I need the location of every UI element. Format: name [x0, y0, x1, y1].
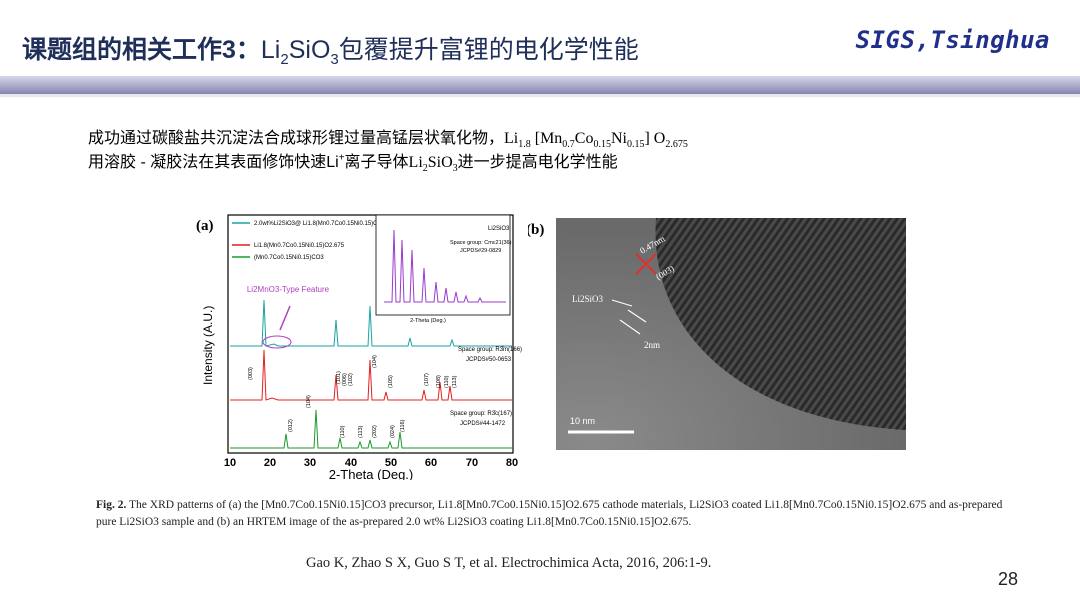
x-tick-label: 30: [304, 457, 316, 469]
peak-label: (104): [306, 395, 312, 408]
series-precursor-line: [230, 409, 512, 449]
peak-label: (104): [372, 355, 378, 368]
body-line-1: 成功通过碳酸盐共沉淀法合成球形锂过量高锰层状氧化物，Li1.8 [Mn0.7Co…: [88, 124, 688, 150]
inset-legend: Li2SiO3: [488, 226, 510, 232]
peak-label: (202): [372, 425, 378, 438]
legend: 2.0wt%Li2SiO3@ Li1.8(Mn0.7Co0.15Ni0.15)O…: [232, 221, 393, 261]
title-suffix: 包覆提升富锂的电化学性能: [338, 36, 639, 64]
body-line-2-text-b: 离子导体: [344, 154, 409, 171]
slide-title: 课题组的相关工作3：Li2SiO3包覆提升富锂的电化学性能: [22, 30, 639, 68]
page-number: 28: [997, 569, 1018, 589]
x-tick-label: 10: [224, 457, 236, 469]
x-tick-label: 60: [425, 457, 437, 469]
panel-b-label: (b): [528, 222, 544, 238]
caption-text: The XRD patterns of (a) the [Mn0.7Co0.15…: [96, 499, 1003, 528]
title-prefix: 课题组的相关工作3：: [22, 36, 261, 64]
x-tick-labels: 10 20 30 40 50 60 70 80: [224, 457, 518, 469]
body-line-2-formula: Li2SiO3: [408, 154, 458, 175]
caption-prefix: Fig. 2.: [96, 499, 127, 511]
peak-label: (105): [388, 375, 394, 388]
hrtem-panel: (b) 0.47nm (003) Li2SiO3 2nm 10 nm: [528, 218, 906, 450]
title-sub2: 2: [280, 51, 289, 68]
header-divider: [0, 76, 1080, 94]
plot-frame: [227, 214, 514, 454]
panel-a-label: (a): [196, 218, 214, 234]
peak-label: (107): [424, 373, 430, 386]
title-sub3: 3: [330, 51, 339, 68]
red-space-group: Space group: R3̄m(166): [458, 347, 522, 353]
peak-label: (113): [358, 425, 364, 438]
series-coated-line: [230, 299, 512, 347]
green-pdf: JCPDS#44-1472: [460, 421, 506, 427]
crystal-region: [655, 218, 906, 430]
x-tick-label: 50: [385, 457, 397, 469]
red-pdf: JCPDS#50-0653: [466, 357, 512, 363]
x-tick-label: 20: [264, 457, 276, 469]
inset-space-group: Space group: Cmc21(36): [450, 240, 512, 246]
x-axis-label: 2-Theta (Deg.): [329, 467, 414, 480]
body-line-2-sup: +: [338, 152, 345, 164]
x-tick-label: 70: [466, 457, 478, 469]
peak-label: (110): [340, 425, 346, 438]
body-line-2-text-c: 进一步提高电化学性能: [457, 154, 618, 171]
peak-label: (012): [288, 419, 294, 432]
peak-label: (102): [348, 373, 354, 386]
li2mno3-annotation: Li2MnO3-Type Feature: [247, 285, 330, 294]
scale-bar-label: 10 nm: [570, 416, 595, 426]
peak-label: (110): [444, 375, 450, 388]
citation: Gao K, Zhao S X, Guo S T, et al. Electro…: [306, 555, 712, 571]
figure-caption: Fig. 2. The XRD patterns of (a) the [Mn0…: [96, 497, 1016, 531]
legend-item: (Mn0.7Co0.15Ni0.15)CO3: [254, 255, 324, 261]
body-line-2-text-a: 用溶胶 - 凝胶法在其表面修饰快速Li: [88, 154, 339, 171]
peak-labels: (003) (101) (006) (102) (104) (105) (107…: [248, 355, 458, 438]
legend-item: Li1.8(Mn0.7Co0.15Ni0.15)O2.675: [254, 243, 345, 249]
peak-label: (113): [452, 375, 458, 388]
series-pristine-line: [230, 349, 512, 401]
body-line-1-text: 成功通过碳酸盐共沉淀法合成球形锂过量高锰层状氧化物，: [88, 130, 505, 147]
header-divider-shadow: [0, 94, 1080, 97]
peak-label: (006): [342, 373, 348, 386]
thickness-label: 2nm: [644, 340, 660, 350]
peak-label: (108): [436, 375, 442, 388]
title-sio: SiO: [288, 36, 331, 64]
coating-label: Li2SiO3: [572, 294, 604, 304]
peak-label: (003): [248, 367, 254, 380]
x-tick-label: 80: [506, 457, 518, 469]
inset-pdf: JCPDS#29-0829: [460, 248, 501, 254]
green-space-group: Space group: R3̄c(167): [450, 411, 512, 417]
body-line-1-formula: Li1.8 [Mn0.7Co0.15Ni0.15] O2.675: [504, 130, 688, 151]
legend-item: 2.0wt%Li2SiO3@ Li1.8(Mn0.7Co0.15Ni0.15)O…: [254, 221, 393, 227]
peak-label: (024): [390, 425, 396, 438]
y-axis-label: Intensity (A.U.): [201, 306, 215, 385]
inset-chart: Li2SiO3 Space group: Cmc21(36) JCPDS#29-…: [375, 214, 512, 324]
title-li: Li: [260, 36, 281, 64]
peak-label: (116): [400, 419, 406, 432]
x-tick-label: 40: [345, 457, 357, 469]
institution-logo-text: SIGS,Tsinghua: [855, 26, 1050, 54]
xrd-pattern-panel: (a) Intensity (A.U.) 10 20 30 40 50 60 7…: [196, 214, 522, 480]
inset-xlabel: 2-Theta (Deg.): [410, 318, 446, 324]
peak-label: (101): [336, 371, 342, 384]
figure: (a) Intensity (A.U.) 10 20 30 40 50 60 7…: [188, 210, 1008, 480]
body-line-2: 用溶胶 - 凝胶法在其表面修饰快速Li+离子导体Li2SiO3进一步提高电化学性…: [88, 148, 618, 175]
